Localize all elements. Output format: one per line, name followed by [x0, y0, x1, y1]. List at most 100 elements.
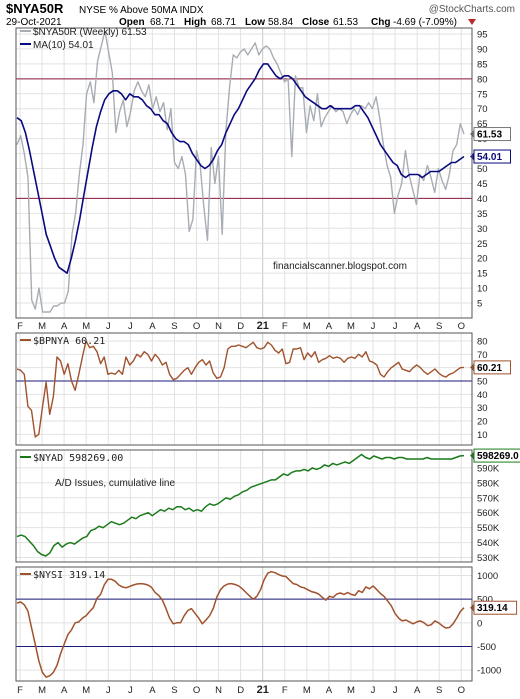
legend-nya50r: $NYA50R (Weekly) 61.53 — [33, 27, 147, 38]
chg-value: -4.69 (-7.09%) — [393, 17, 457, 28]
x-tick-label: A — [414, 685, 421, 696]
nysi-panel-reference-lines — [16, 598, 472, 647]
bpnya-panel-series — [16, 340, 465, 438]
y-tick-label: 530K — [477, 553, 500, 564]
x-tick-label: J — [106, 321, 111, 332]
nysi-panel-series — [16, 570, 465, 678]
low-value: 58.84 — [268, 17, 293, 28]
legend-ma10: MA(10) 54.01 — [33, 40, 94, 51]
open-value: 68.71 — [150, 17, 175, 28]
x-tick-label: S — [436, 321, 442, 332]
down-arrow-icon — [468, 19, 476, 25]
y-tick-label: 20 — [477, 254, 488, 265]
legend-nysi: $NYSI 319.14 — [33, 570, 105, 581]
nysi-panel-y-axis: -1000 -500 0 500 1000 — [477, 571, 501, 677]
x-tick-label: M — [347, 685, 355, 696]
y-tick-label: 90 — [477, 44, 488, 55]
y-tick-label: 50 — [477, 377, 488, 388]
y-tick-label: -500 — [477, 642, 496, 653]
x-tick-label: O — [193, 685, 200, 696]
symbol-description: NYSE % Above 50MA INDX — [79, 5, 204, 16]
y-tick-label: 25 — [477, 239, 488, 250]
bpnya-panel-frame — [15, 332, 473, 446]
x-tick-label: A — [326, 321, 333, 332]
y-tick-label: 500 — [477, 595, 493, 606]
price-panel-grid — [16, 28, 472, 318]
x-tick-label: A — [149, 321, 156, 332]
y-tick-label: 590K — [477, 463, 500, 474]
value-tag-label: 61.53 — [477, 130, 502, 141]
x-tick-label: D — [237, 321, 244, 332]
y-tick-label: 560K — [477, 508, 500, 519]
y-tick-label: 75 — [477, 89, 488, 100]
series-line--nysi — [16, 570, 465, 678]
y-tick-label: 540K — [477, 538, 500, 549]
x-axis-bottom: F M A M J J A S O N D 21 F M A M J J A S O — [17, 684, 465, 696]
high-value: 68.71 — [211, 17, 236, 28]
legend-swatch-bpnya — [20, 339, 31, 341]
y-tick-label: 10 — [477, 430, 488, 441]
y-tick-label: 45 — [477, 179, 488, 190]
x-tick-label: F — [282, 321, 288, 332]
series-line--nya50r-weekly- — [16, 30, 465, 313]
price-panel-value-tags: 61.53 54.01 — [470, 127, 511, 164]
x-tick-label: O — [193, 321, 200, 332]
y-tick-label: 65 — [477, 119, 488, 130]
x-tick-label: J — [128, 321, 133, 332]
price-panel-reference-lines — [16, 78, 472, 199]
bpnya-panel: 1020304050607080 60.21 $BPNYA 60.21 — [15, 332, 511, 446]
y-tick-label: 80 — [477, 74, 488, 85]
y-tick-label: 10 — [477, 284, 488, 295]
y-tick-label: 0 — [477, 618, 482, 629]
x-tick-label: F — [17, 685, 23, 696]
x-tick-label: M — [38, 685, 46, 696]
watermark: @StockCharts.com — [429, 4, 515, 15]
y-tick-label: 1000 — [477, 571, 498, 582]
nyad-panel-frame — [15, 449, 473, 563]
y-tick-label: 550K — [477, 523, 500, 534]
x-tick-label: O — [458, 321, 465, 332]
y-tick-label: 50 — [477, 164, 488, 175]
nyad-panel-value-tags: 598269.0 — [470, 448, 520, 463]
x-tick-label: M — [38, 321, 46, 332]
x-tick-label: J — [128, 685, 133, 696]
close-value: 61.53 — [333, 17, 358, 28]
legend-swatch-nyad — [20, 456, 31, 458]
x-tick-label: M — [347, 321, 355, 332]
close-label: Close — [302, 17, 330, 28]
legend-swatch-ma10 — [20, 43, 31, 45]
value-tag-label: 598269.0 — [477, 451, 519, 462]
y-tick-label: 80 — [477, 337, 488, 348]
x-tick-label: F — [17, 321, 23, 332]
series-line--bpnya — [16, 340, 465, 438]
chg-label: Chg — [371, 17, 390, 28]
x-tick-label: O — [458, 685, 465, 696]
x-tick-label: D — [237, 685, 244, 696]
y-tick-label: 30 — [477, 224, 488, 235]
x-tick-label: A — [414, 321, 421, 332]
x-tick-label: S — [436, 685, 442, 696]
y-tick-label: 95 — [477, 29, 488, 40]
y-tick-label: -1000 — [477, 666, 501, 677]
y-tick-label: 20 — [477, 417, 488, 428]
x-tick-label: M — [303, 321, 311, 332]
x-tick-label: F — [282, 685, 288, 696]
price-panel: 5101520253035404550556065707580859095 61… — [15, 27, 511, 319]
x-tick-label: J — [393, 321, 398, 332]
x-tick-label: 21 — [257, 684, 269, 696]
x-tick-label: M — [303, 685, 311, 696]
nysi-panel-frame — [15, 566, 473, 682]
x-tick-label: S — [171, 321, 177, 332]
price-panel-series — [16, 30, 465, 313]
x-tick-label: N — [215, 685, 222, 696]
y-tick-label: 35 — [477, 209, 488, 220]
x-tick-label: J — [393, 685, 398, 696]
y-tick-label: 70 — [477, 104, 488, 115]
nyad-panel-grid — [16, 450, 472, 562]
value-tag-label: 54.01 — [477, 152, 502, 163]
nysi-panel-value-tags: 319.14 — [470, 600, 518, 615]
y-tick-label: 30 — [477, 403, 488, 414]
y-tick-label: 40 — [477, 194, 488, 205]
y-tick-label: 570K — [477, 493, 500, 504]
